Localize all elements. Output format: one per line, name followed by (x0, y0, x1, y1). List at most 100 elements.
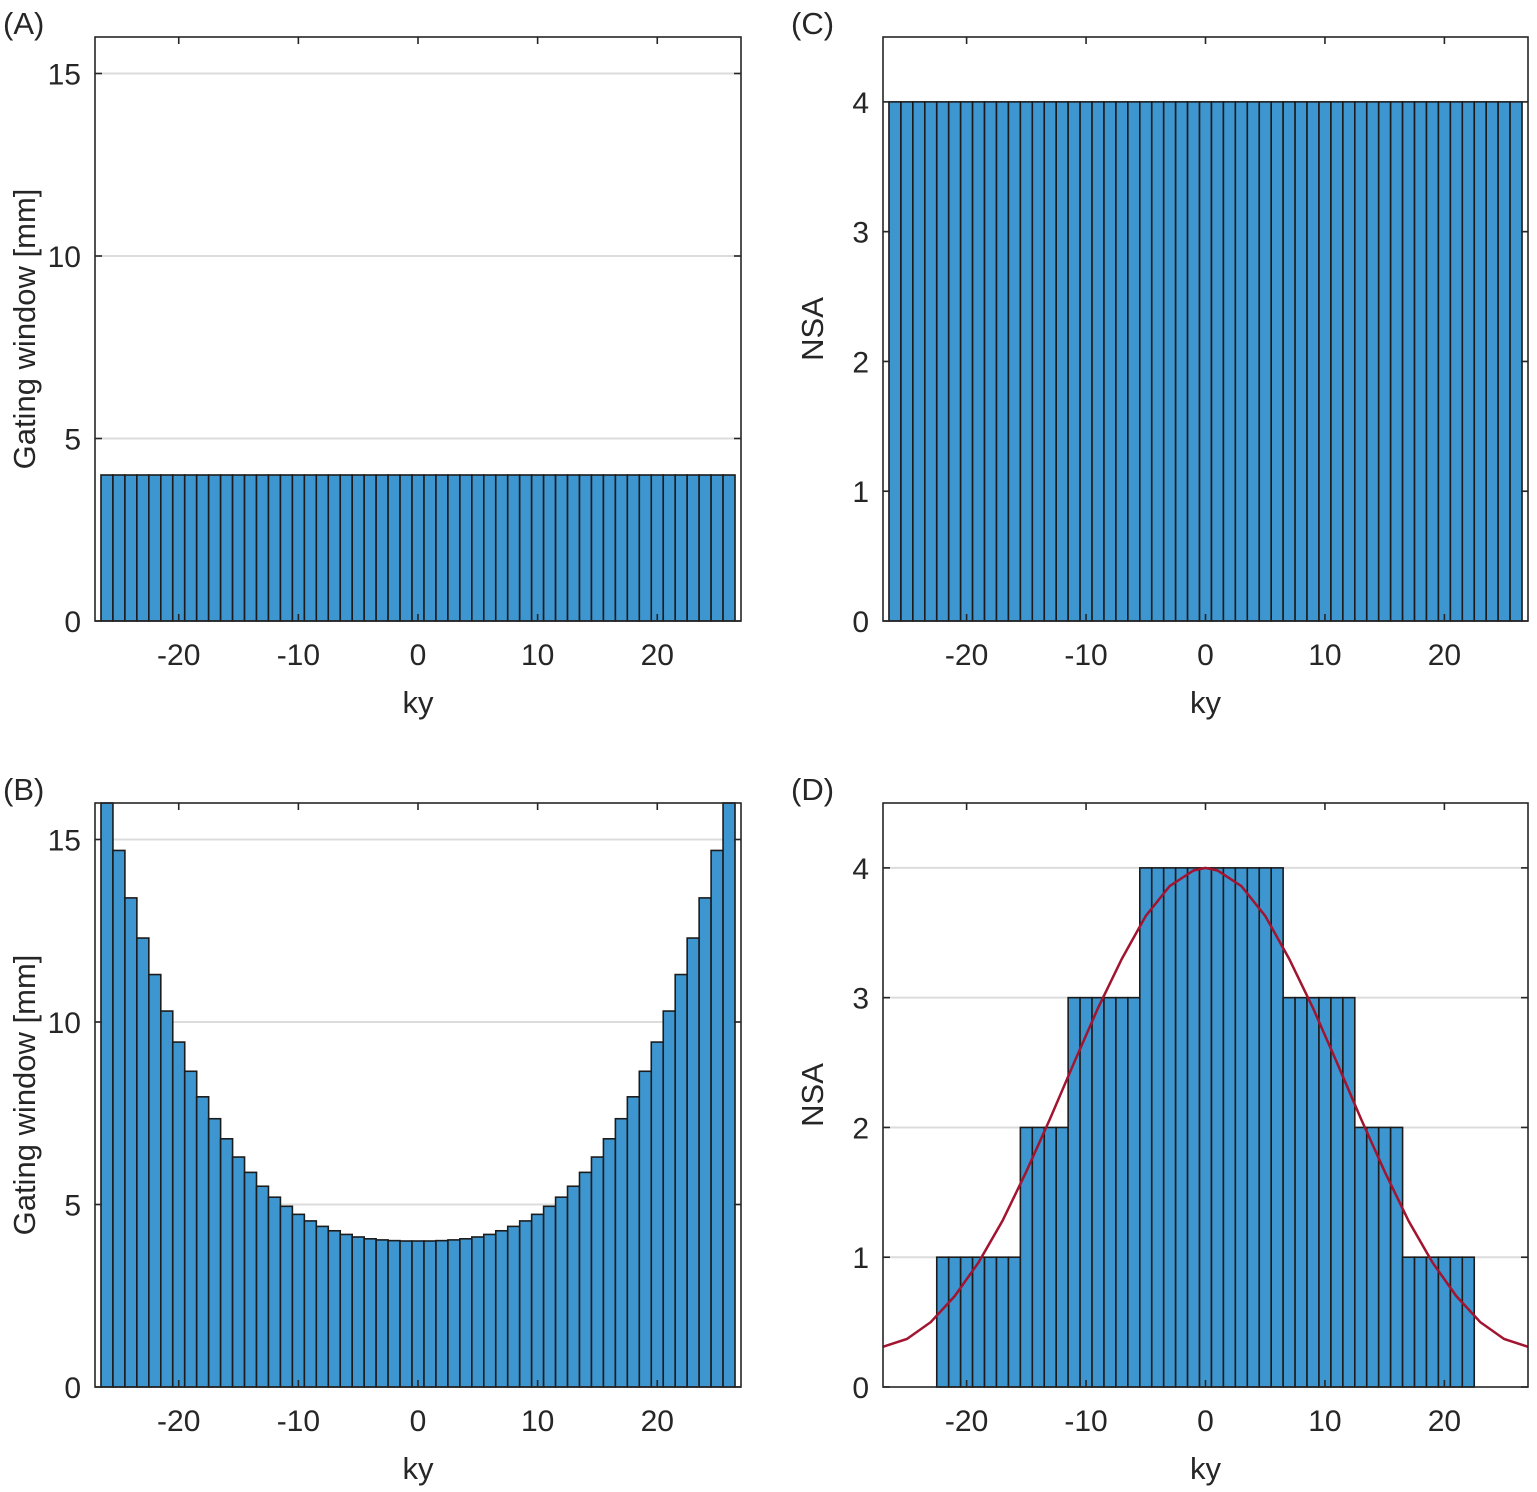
bar-b-15 (279, 1205, 294, 1388)
y-tick-label-b-0: 0 (64, 1372, 81, 1405)
bar-a-37 (542, 474, 557, 622)
y-tick-label-a-3: 15 (48, 59, 81, 92)
bar-d-31 (1306, 996, 1320, 1388)
bar-c-42 (1389, 101, 1404, 622)
panel-label-b: (B) (3, 772, 44, 807)
x-axis-label-b: ky (403, 1451, 435, 1486)
bar-c-18 (1103, 101, 1117, 622)
bar-a-10 (219, 474, 234, 622)
bar-d-12 (1079, 996, 1093, 1388)
y-tick-label-b-2: 10 (48, 1007, 81, 1040)
bar-d-26 (1246, 867, 1261, 1388)
bar-a-12 (243, 474, 258, 622)
bar-d-18 (1150, 867, 1165, 1388)
bar-b-33 (494, 1229, 509, 1388)
bar-b-32 (482, 1233, 497, 1388)
bar-b-42 (602, 1138, 617, 1388)
bar-c-34 (1294, 101, 1308, 622)
bar-c-41 (1377, 101, 1392, 622)
bar-b-14 (267, 1196, 282, 1388)
bar-c-32 (1270, 101, 1284, 622)
bar-b-1 (112, 849, 126, 1388)
bar-b-47 (662, 1010, 677, 1388)
x-tick-label-c-3: 10 (1308, 639, 1341, 672)
bar-b-19 (327, 1229, 342, 1388)
bar-b-34 (506, 1225, 521, 1388)
bar-a-32 (482, 474, 497, 622)
y-axis-label-b: Gating window [mm] (7, 955, 42, 1236)
bar-b-3 (136, 937, 150, 1388)
bar-d-29 (1282, 996, 1296, 1388)
bar-b-9 (207, 1117, 222, 1388)
bar-d-17 (1139, 867, 1153, 1388)
x-tick-label-c-1: -10 (1064, 639, 1107, 672)
panel-c: -20 -10 0 10 20 0 1 2 3 4 ky NSA (C) (791, 6, 1529, 720)
bar-b-49 (686, 937, 700, 1388)
x-tick-label-c-0: -20 (945, 639, 988, 672)
bar-c-7 (971, 101, 986, 622)
bar-b-6 (171, 1041, 186, 1388)
bar-d-10 (1055, 1126, 1069, 1388)
bar-a-40 (578, 474, 593, 622)
bar-a-23 (375, 474, 389, 622)
bar-b-30 (459, 1238, 473, 1388)
bar-b-48 (674, 973, 688, 1388)
bar-c-44 (1413, 101, 1428, 622)
x-tick-label-d-2: 0 (1197, 1405, 1214, 1438)
y-tick-label-d-3: 3 (852, 983, 869, 1016)
bar-b-17 (303, 1220, 318, 1388)
bar-c-39 (1354, 101, 1368, 622)
bar-c-20 (1127, 101, 1141, 622)
bar-b-5 (159, 1010, 174, 1388)
x-tick-label-b-1: -10 (277, 1405, 320, 1438)
bar-c-30 (1246, 101, 1261, 622)
bar-b-37 (542, 1205, 557, 1388)
y-tick-label-a-0: 0 (64, 606, 81, 639)
bar-a-2 (124, 474, 138, 622)
bar-c-6 (959, 101, 974, 622)
fit-curve-d (882, 866, 1529, 1348)
y-axis-label-d: NSA (795, 1063, 830, 1127)
bar-a-13 (255, 474, 270, 622)
bar-b-27 (423, 1240, 437, 1388)
bar-c-21 (1139, 101, 1153, 622)
bar-c-48 (1461, 101, 1476, 622)
bar-c-36 (1318, 101, 1332, 622)
bar-b-8 (195, 1096, 210, 1388)
bar-a-43 (614, 474, 629, 622)
bar-c-35 (1306, 101, 1320, 622)
x-tick-label-a-2: 0 (410, 639, 427, 672)
bar-a-11 (231, 474, 246, 622)
bar-d-39 (1401, 1256, 1416, 1388)
bar-d-42 (1437, 1256, 1452, 1388)
x-axis-label-c: ky (1190, 685, 1222, 720)
x-tick-label-b-0: -20 (157, 1405, 200, 1438)
y-tick-label-d-0: 0 (852, 1372, 869, 1405)
bar-b-2 (124, 897, 138, 1388)
bar-a-35 (518, 474, 533, 622)
bar-d-43 (1449, 1256, 1464, 1388)
bar-a-4 (148, 474, 162, 622)
bar-b-43 (614, 1117, 629, 1388)
x-tick-label-b-2: 0 (410, 1405, 427, 1438)
bar-d-37 (1377, 1126, 1392, 1388)
bar-b-46 (650, 1041, 665, 1388)
bar-b-12 (243, 1171, 258, 1388)
y-tick-label-a-2: 10 (48, 241, 81, 274)
bar-d-5 (995, 1256, 1010, 1388)
bar-d-27 (1258, 867, 1272, 1388)
bar-b-11 (231, 1156, 246, 1388)
y-tick-label-c-3: 3 (852, 217, 869, 250)
bar-c-33 (1282, 101, 1296, 622)
bar-b-45 (638, 1070, 653, 1388)
bar-c-49 (1473, 101, 1487, 622)
bar-c-12 (1031, 101, 1046, 622)
y-axis-label-a: Gating window [mm] (7, 189, 42, 470)
x-axis-label-a: ky (403, 685, 435, 720)
bar-a-52 (722, 474, 736, 622)
bar-b-7 (183, 1070, 198, 1388)
bar-b-31 (471, 1236, 485, 1388)
bar-a-22 (363, 474, 377, 622)
bar-a-46 (650, 474, 665, 622)
y-axis-label-c: NSA (795, 297, 830, 361)
